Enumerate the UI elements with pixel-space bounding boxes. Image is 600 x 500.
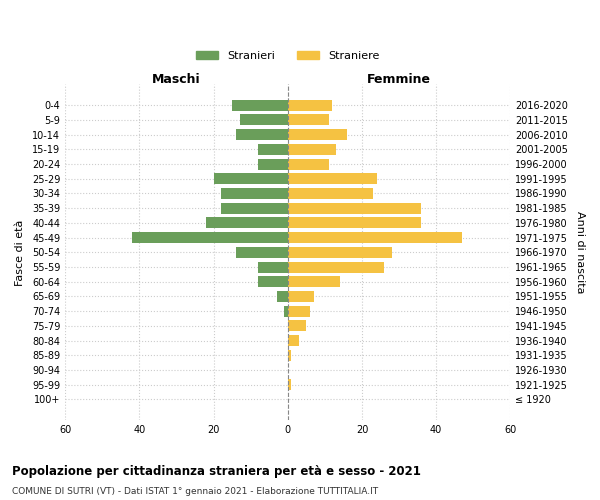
Bar (288, 114, 329, 126)
Bar (288, 291, 314, 302)
Bar (288, 262, 384, 272)
Text: Femmine: Femmine (367, 73, 431, 86)
Bar (288, 320, 306, 332)
Bar (288, 335, 299, 346)
Bar (206, 218, 288, 228)
Bar (132, 232, 288, 243)
Bar (258, 262, 288, 272)
Bar (288, 276, 340, 287)
Bar (288, 350, 292, 361)
Bar (258, 158, 288, 170)
Bar (288, 188, 373, 199)
Bar (288, 174, 377, 184)
Bar (288, 247, 392, 258)
Bar (288, 232, 462, 243)
Bar (288, 218, 421, 228)
Bar (236, 247, 288, 258)
Text: Maschi: Maschi (152, 73, 201, 86)
Legend: Stranieri, Straniere: Stranieri, Straniere (191, 46, 384, 66)
Bar (236, 129, 288, 140)
Bar (284, 306, 288, 316)
Bar (214, 174, 288, 184)
Text: Popolazione per cittadinanza straniera per età e sesso - 2021: Popolazione per cittadinanza straniera p… (12, 465, 421, 478)
Bar (288, 306, 310, 316)
Bar (288, 144, 336, 155)
Bar (288, 129, 347, 140)
Bar (288, 379, 292, 390)
Bar (258, 144, 288, 155)
Bar (239, 114, 288, 126)
Bar (258, 276, 288, 287)
Bar (277, 291, 288, 302)
Bar (221, 188, 288, 199)
Bar (232, 100, 288, 111)
Bar (221, 202, 288, 213)
Y-axis label: Fasce di età: Fasce di età (15, 219, 25, 286)
Bar (288, 100, 332, 111)
Bar (288, 158, 329, 170)
Text: COMUNE DI SUTRI (VT) - Dati ISTAT 1° gennaio 2021 - Elaborazione TUTTITALIA.IT: COMUNE DI SUTRI (VT) - Dati ISTAT 1° gen… (12, 488, 378, 496)
Y-axis label: Anni di nascita: Anni di nascita (575, 211, 585, 294)
Bar (288, 202, 421, 213)
